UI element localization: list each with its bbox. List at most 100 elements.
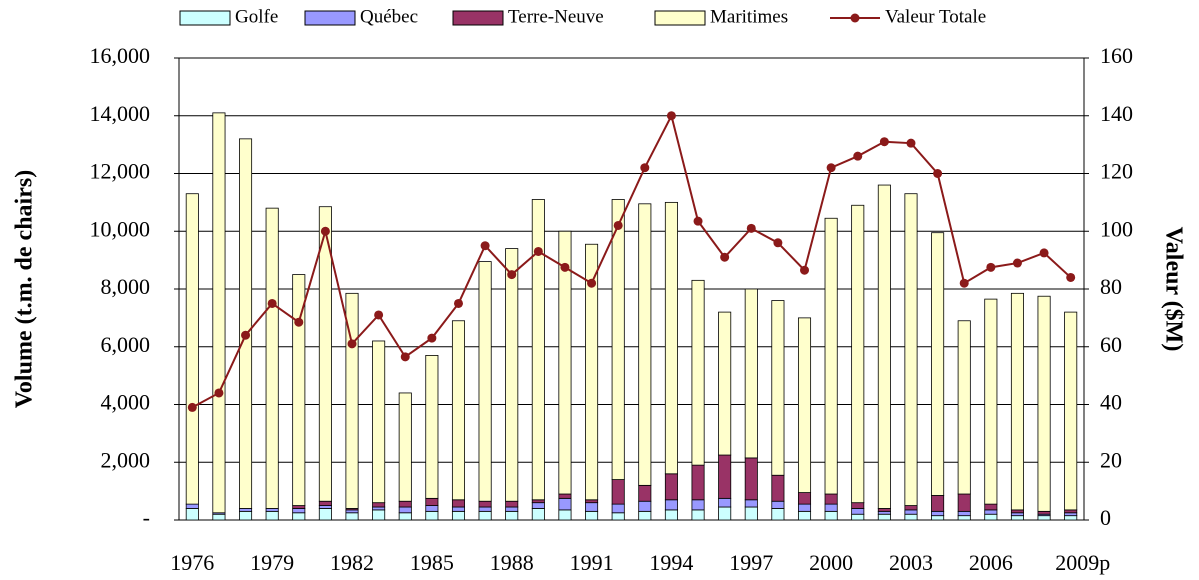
- line-marker: [294, 317, 304, 327]
- y2-tick-label: 120: [1100, 159, 1133, 184]
- bar-segment: [398, 512, 412, 521]
- bar-segment: [318, 500, 332, 506]
- bar-segment: [931, 495, 945, 512]
- legend-label: Maritimes: [710, 6, 788, 27]
- line-marker: [720, 252, 730, 262]
- bar-segment: [239, 138, 253, 509]
- bar-segment: [585, 499, 599, 504]
- y-tick-label: 10,000: [90, 216, 151, 241]
- line-marker: [560, 262, 570, 272]
- line-marker: [453, 298, 463, 308]
- bar-segment: [664, 201, 678, 475]
- y2-tick-label: 140: [1100, 101, 1133, 126]
- bar-segment: [744, 506, 758, 521]
- line-marker: [587, 278, 597, 288]
- legend-swatch: [179, 10, 231, 26]
- y-tick-label: 8,000: [101, 274, 151, 299]
- bar-segment: [797, 492, 812, 505]
- bar-segment: [292, 505, 306, 509]
- bar-segment: [904, 513, 918, 521]
- y2-tick-label: 80: [1100, 274, 1122, 299]
- bar-segment: [1064, 509, 1078, 514]
- y-tick-label: 2,000: [101, 447, 151, 472]
- bar-segment: [877, 513, 891, 521]
- bar-segment: [558, 493, 572, 499]
- bar-segment: [797, 317, 812, 493]
- bar-segment: [265, 510, 279, 521]
- y-tick-label: 16,000: [90, 43, 151, 68]
- bar-segment: [451, 510, 466, 521]
- bar-segment: [239, 510, 253, 521]
- bar-segment: [771, 508, 785, 521]
- bar-segment: [505, 510, 519, 521]
- bar-segment: [904, 509, 918, 515]
- bar-segment: [585, 243, 599, 501]
- bar-segment: [957, 493, 971, 512]
- bar-segment: [265, 508, 279, 512]
- bar-segment: [611, 503, 625, 514]
- bar-segment: [185, 508, 199, 521]
- bar-segment: [531, 502, 545, 509]
- bar-segment: [611, 512, 625, 521]
- y2-tick-label: 60: [1100, 332, 1122, 357]
- bar-segment: [185, 503, 199, 509]
- bar-segment: [984, 509, 998, 515]
- legend-label: Golfe: [235, 6, 278, 27]
- line-marker: [853, 151, 863, 161]
- bar-segment: [691, 509, 705, 521]
- bar-segment: [771, 474, 785, 502]
- bar-segment: [877, 508, 891, 512]
- bar-segment: [558, 509, 572, 521]
- bar-segment: [797, 503, 812, 512]
- bar-segment: [957, 510, 971, 517]
- legend-label: Terre-Neuve: [508, 6, 604, 27]
- bar-segment: [771, 500, 785, 509]
- bar-segment: [691, 499, 705, 511]
- line: [191, 112, 1072, 409]
- bar-segment: [1037, 515, 1051, 521]
- line-marker: [347, 339, 357, 349]
- x-tick-label: 1976: [170, 550, 214, 575]
- bar-segment: [851, 508, 865, 515]
- bar-segment: [957, 515, 971, 521]
- bar-segment: [611, 479, 625, 505]
- bar-segment: [531, 199, 545, 501]
- bar-segment: [585, 510, 599, 521]
- bar-segment: [638, 203, 652, 486]
- bar-segment: [771, 300, 785, 476]
- bar-segment: [824, 493, 838, 505]
- y-tick-label: 6,000: [101, 332, 151, 357]
- bar-segment: [957, 320, 971, 495]
- bar-segment: [718, 506, 732, 521]
- bar-segment: [212, 112, 226, 514]
- bar-segment: [984, 503, 998, 511]
- line-marker: [533, 246, 543, 256]
- bar-segment: [664, 499, 678, 511]
- y-axis-label: Volume (t.m. de chairs): [12, 170, 38, 408]
- line-marker: [746, 223, 756, 233]
- x-tick-label: 1988: [490, 550, 534, 575]
- bar-segment: [478, 510, 492, 521]
- bar-segment: [372, 509, 386, 521]
- bar-segment: [877, 184, 891, 509]
- bar-segment: [1064, 311, 1078, 511]
- bar-segment: [1037, 295, 1051, 512]
- bar-segment: [1064, 512, 1078, 517]
- line-marker: [374, 310, 384, 320]
- bar-segment: [398, 392, 412, 502]
- bar-segment: [718, 454, 732, 499]
- bar-segment: [425, 355, 439, 499]
- bar-segment: [585, 502, 599, 512]
- bar-segment: [558, 497, 572, 511]
- x-tick-label: 1985: [410, 550, 454, 575]
- bar-segment: [718, 497, 732, 508]
- line-marker: [986, 262, 996, 272]
- bar-segment: [425, 505, 439, 512]
- bar-segment: [292, 274, 306, 506]
- bar-segment: [824, 503, 838, 512]
- bar-segment: [1010, 515, 1024, 521]
- bar-segment: [984, 513, 998, 521]
- bar-segment: [931, 515, 945, 521]
- line-marker: [933, 169, 943, 178]
